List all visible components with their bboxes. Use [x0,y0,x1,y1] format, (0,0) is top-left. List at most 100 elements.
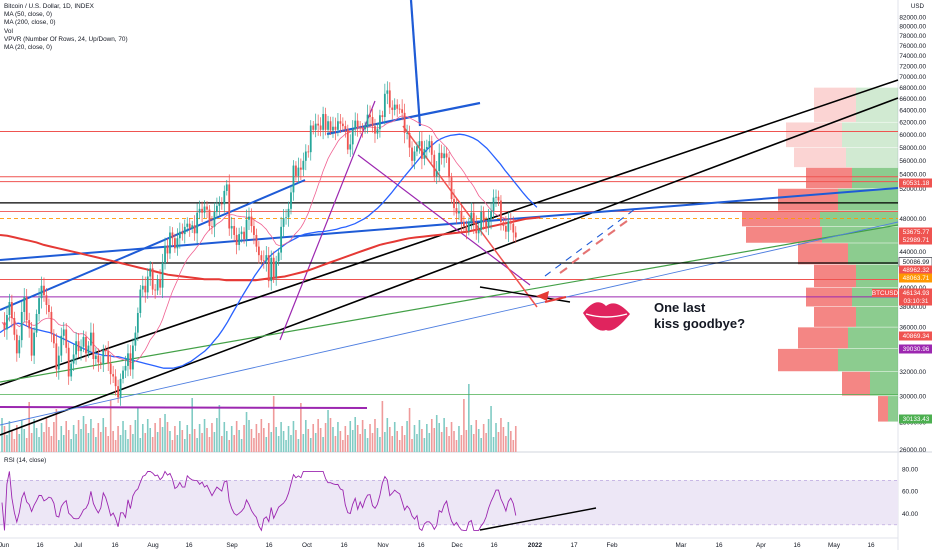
candle-body [102,350,105,364]
volume-bar [20,420,23,452]
dart-arrow [595,238,604,245]
candle-body [428,141,431,147]
volume-bar [92,428,95,452]
volume-bar [107,436,110,452]
candle-body [440,152,443,159]
candle-body [178,231,181,239]
volume-bar [361,420,364,452]
legend-title[interactable]: Bitcoin / U.S. Dollar, 1D, INDEX [4,3,94,10]
candle-body [324,114,327,130]
candle-body [285,217,287,219]
volume-bar [349,421,352,452]
volume-bar [72,425,75,452]
volume-bar [384,432,386,452]
volume-bar [60,426,63,452]
price-label-box [899,265,932,275]
time-tick-label: Jun [0,542,10,549]
candle-body [282,218,285,227]
candle-body [485,221,488,228]
volume-bar [13,439,16,452]
candle-body [344,126,347,130]
vpvr-up-bar [820,211,898,227]
rsi-tick-label: 40.00 [902,511,918,518]
price-tick-label: 62000.00 [899,120,926,127]
legend-rsi[interactable]: RSI (14, close) [4,457,47,464]
red-arrow-shaft [544,296,567,303]
legend-vol[interactable]: Vol [4,27,13,35]
candle-body [6,314,8,330]
volume-bar [347,435,349,452]
candle-body [176,238,179,249]
volume-bar [359,434,361,452]
candle-body [127,353,129,366]
currency-label: USD [910,3,924,10]
vpvr-up-bar [838,348,898,372]
candle-body [445,153,448,158]
candle-body [406,132,408,134]
ma200-line [0,216,541,282]
legend-vpvr[interactable]: VPVR (Number Of Rows, 24, Up/Down, 70) [4,35,128,43]
volume-bar [82,416,85,452]
candle-body [92,332,95,360]
candle-body [354,120,357,130]
candle-body [317,123,320,126]
vpvr-up-bar [852,167,898,189]
volume-bar [396,431,398,452]
candle-body [87,345,90,354]
volume-bar [171,440,174,452]
symbol-tag-text: BTCUSD [872,290,899,297]
candle-body [346,129,349,150]
volume-bar [132,434,134,452]
candle-body [8,302,11,315]
volume-bar [263,428,265,452]
indicator-legend: Bitcoin / U.S. Dollar, 1D, INDEX MA (50,… [4,3,128,52]
volume-bar [435,415,438,452]
volume-bar [470,425,473,452]
price-tick-label: 40000.00 [899,285,926,292]
time-axis-layer: Jun 16 Jul 16 Aug 16 Sep 16 Oct 16 Nov 16 Dec 16 2022 1… [0,542,875,549]
candle-body [275,261,278,278]
candle-body [230,226,233,229]
price-tick-label: 60000.00 [899,132,926,139]
candle-body [477,230,480,234]
vpvr-up-bar [848,327,898,349]
volume-bar [45,418,48,452]
volume-bar [416,434,418,452]
volume-bar [258,433,260,452]
volume-bar [144,433,147,452]
volume-bar [398,440,401,452]
candle-body [183,226,186,235]
time-tick-label: 16 [793,542,801,549]
support-line-purple [0,406,368,409]
candle-body [287,208,290,218]
candle-body [40,285,43,299]
volume-bar [174,426,176,452]
price-label-text: 03:10:31 [904,298,929,305]
vpvr-down-bar [814,264,856,288]
candle-body [159,279,161,288]
volume-bar [329,418,332,452]
candle-body [203,206,206,213]
candle-body [314,123,317,130]
candle-body [470,212,473,223]
volume-bar [193,429,196,452]
legend-ma200[interactable]: MA (200, close, 0) [4,19,56,27]
candle-body [18,340,21,354]
candle-body [302,160,305,170]
price-tick-label: 64000.00 [899,108,926,115]
price-label-text: 46134.93 [903,290,930,297]
volume-bar [275,427,277,452]
price-label-box [899,296,932,306]
volume-bar [386,418,389,452]
legend-ma20[interactable]: MA (20, close, 0) [4,44,52,52]
candle-body [507,221,510,232]
legend-ma50[interactable]: MA (50, close, 0) [4,11,52,19]
candle-body [15,334,18,354]
candle-body [129,353,132,370]
candle-body [99,362,102,364]
candle-body [423,148,426,159]
candle-body [161,263,164,288]
